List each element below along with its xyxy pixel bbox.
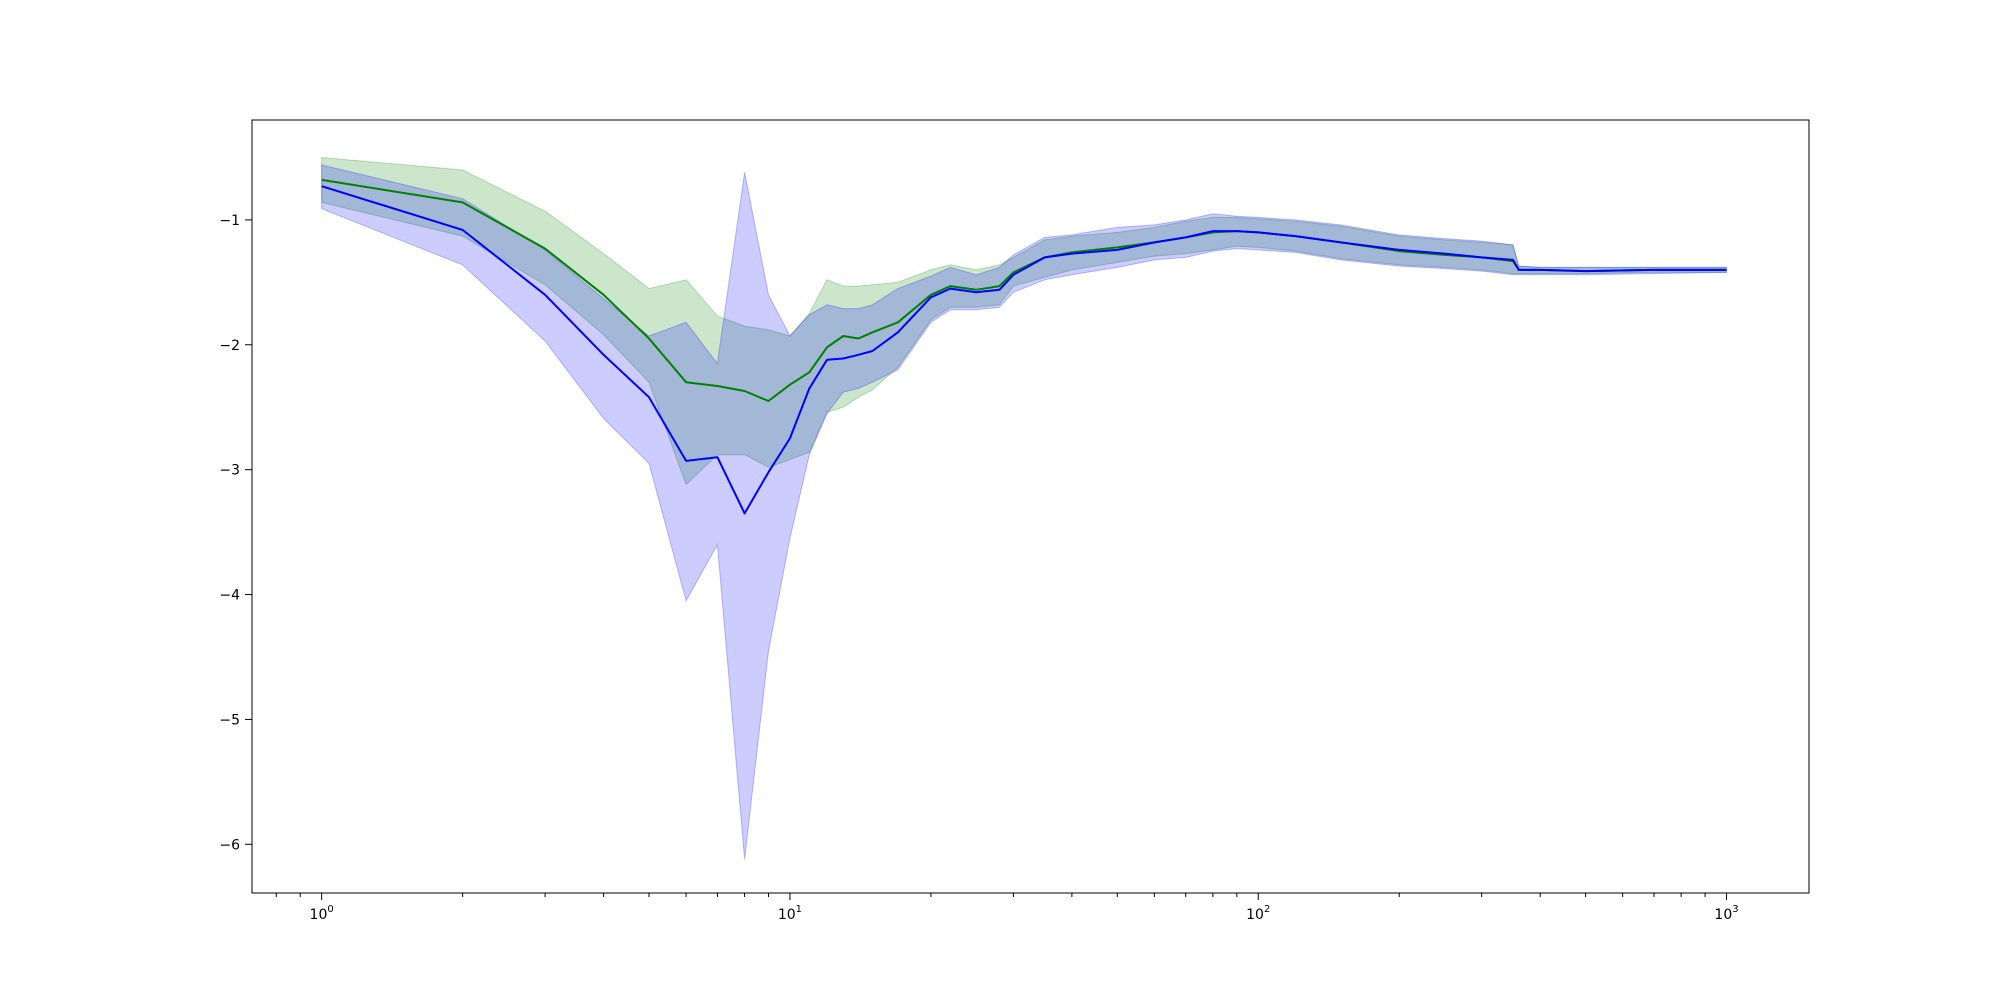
y-tick-label: −5 [219,712,240,728]
x-tick-label: 102 [1246,904,1270,923]
confidence-bands [321,156,1727,860]
x-tick-label: 100 [310,904,334,923]
series-2-line [321,185,1727,515]
y-tick-label: −3 [219,463,240,479]
y-tick-label: −2 [219,338,240,354]
x-axis: 100 101 102 103 [275,893,1739,923]
y-tick-label: −6 [219,837,240,853]
series-1-band [321,156,1727,486]
y-axis: −1 −2 −3 −4 −5 −6 [219,213,252,853]
y-tick-label: −4 [219,588,240,604]
plot-frame [251,119,1810,894]
x-tick-label: 103 [1714,904,1738,923]
series-2-band [321,164,1727,860]
series-lines [321,178,1727,515]
x-tick-label: 101 [778,904,802,923]
y-tick-label: −1 [219,213,240,229]
